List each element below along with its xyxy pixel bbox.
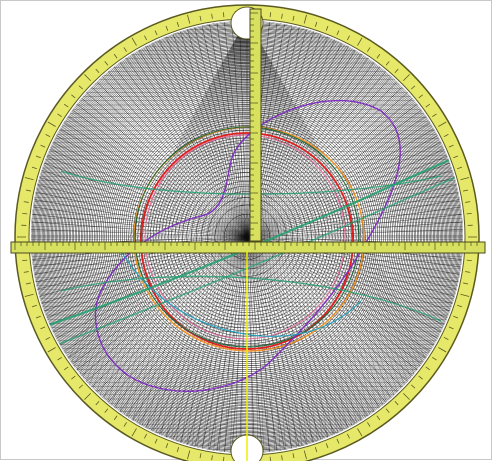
rim-tick	[22, 213, 27, 214]
rim-tick	[467, 213, 472, 214]
horizontal-ruler[interactable]	[11, 242, 485, 253]
vertical-ruler[interactable]	[250, 9, 261, 241]
rim-tick	[270, 457, 271, 461]
horizontal-ruler-bar	[11, 242, 485, 253]
rim-tick	[22, 260, 27, 261]
vertical-ruler-bar	[250, 9, 261, 241]
rim-tick	[223, 12, 224, 17]
rim-tick	[467, 260, 472, 261]
rim-tick	[223, 457, 224, 461]
rim-tick	[270, 12, 271, 17]
